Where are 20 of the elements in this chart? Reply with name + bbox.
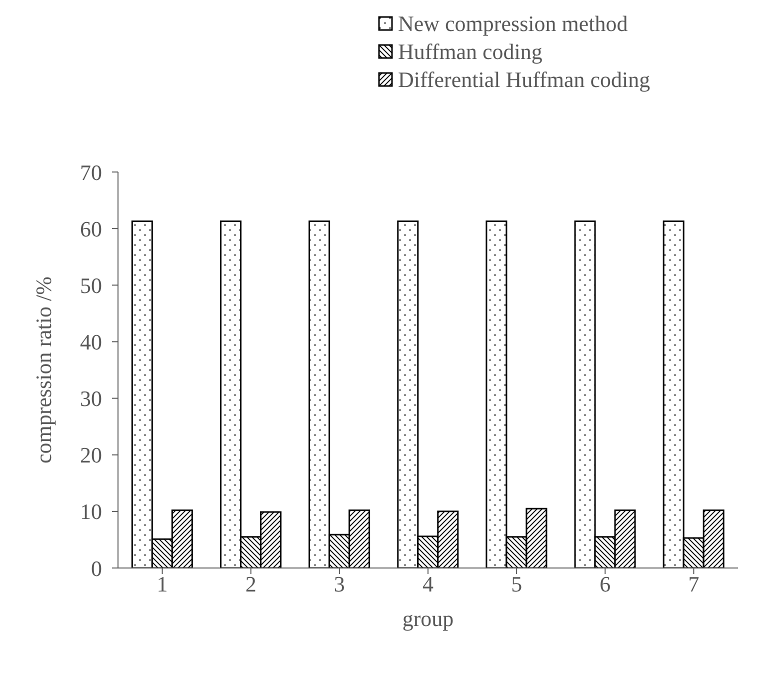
x-tick-label: 6 [600,572,611,597]
x-tick-label: 2 [245,572,256,597]
y-tick-label: 20 [80,442,102,468]
x-tick-label: 1 [156,572,168,597]
y-tick-label: 70 [80,160,102,185]
y-tick-label: 40 [80,330,102,355]
legend-label: New compression method [398,11,628,37]
y-tick-label: 10 [80,499,102,524]
x-tick-label: 5 [511,572,522,597]
y-tick-label: 50 [80,272,102,298]
x-tick-label: 3 [334,572,345,597]
x-axis-title: group [402,606,454,631]
legend-label: Differential Huffman coding [398,67,650,93]
y-tick-label: 30 [80,386,102,412]
y-axis-title: compression ratio /% [30,276,56,464]
x-tick-label: 4 [422,572,434,597]
y-tick-label: 60 [80,216,102,242]
legend-label: Huffman coding [398,39,542,65]
y-tick-label: 0 [91,556,102,581]
x-tick-label: 7 [688,572,700,597]
